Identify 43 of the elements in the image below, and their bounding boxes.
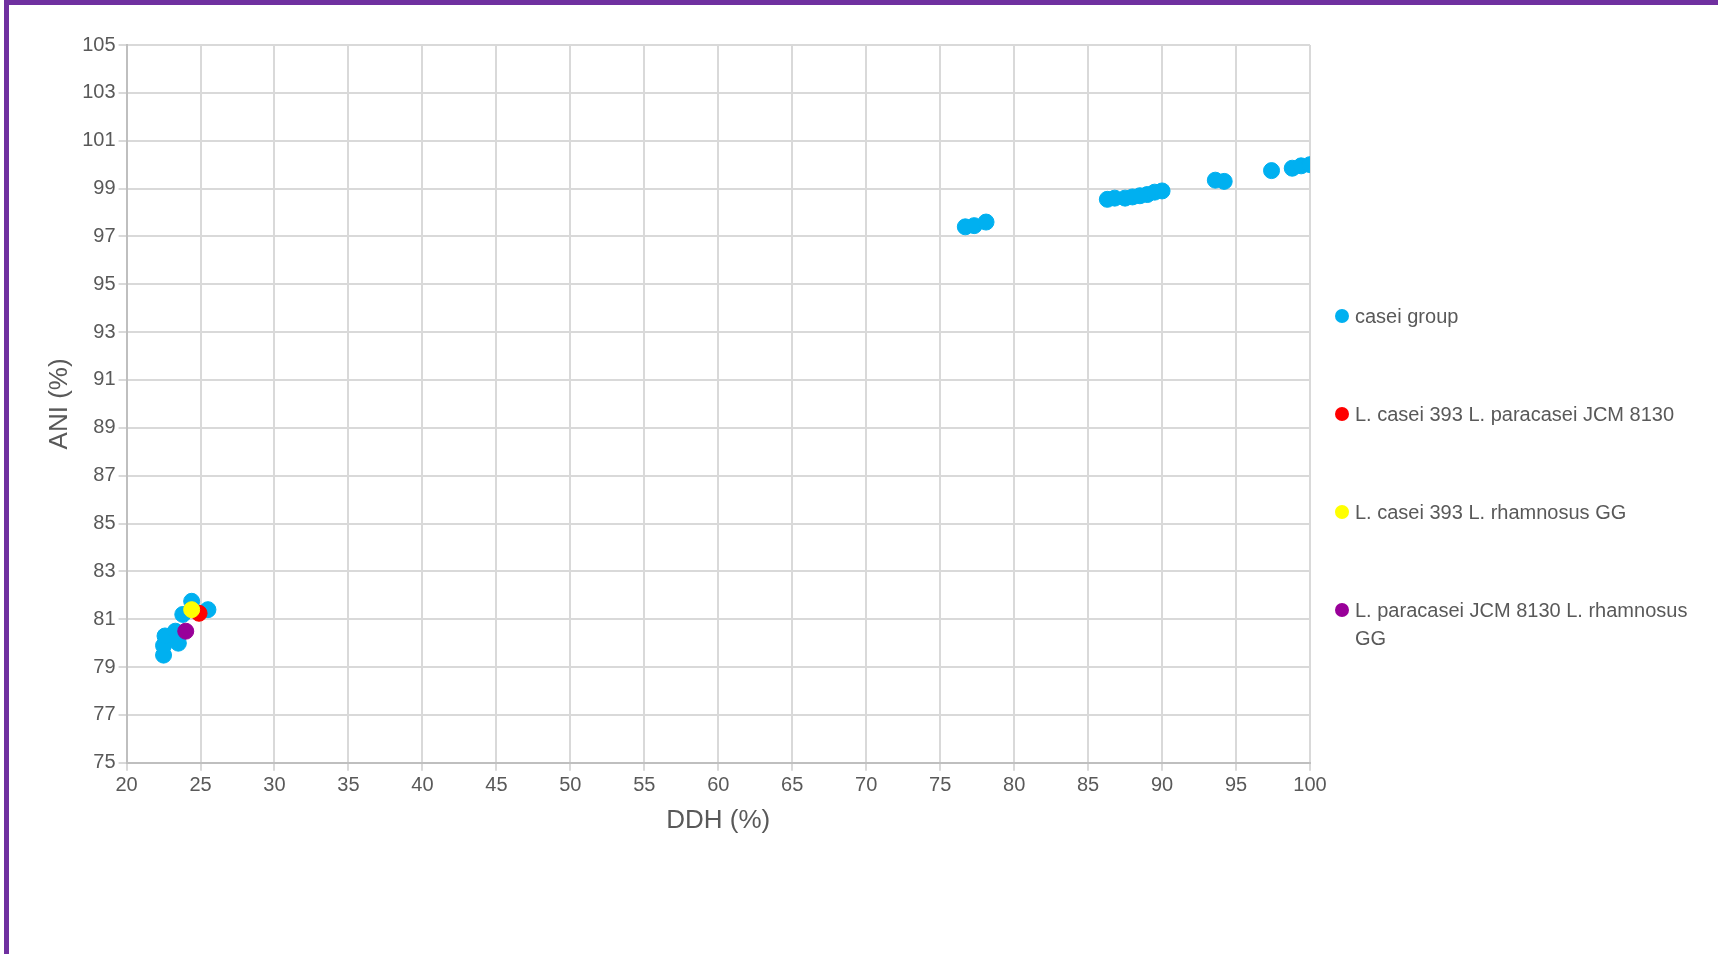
x-tick-label: 50 <box>559 773 582 796</box>
x-tick-label: 95 <box>1224 773 1248 796</box>
y-tick-label: 75 <box>93 750 116 773</box>
x-tick-label: 30 <box>263 773 286 796</box>
x-tick-label: 35 <box>337 773 360 796</box>
y-tick-label: 87 <box>93 463 116 486</box>
y-tick-label: 81 <box>93 606 116 629</box>
y-tick-label: 95 <box>93 271 116 294</box>
point <box>977 213 995 231</box>
legend-label: casei group <box>1355 304 1459 329</box>
x-tick-label: 20 <box>115 773 138 796</box>
y-tick-label: 99 <box>93 176 116 199</box>
x-tick-label: 85 <box>1076 773 1100 796</box>
y-tick-label: 83 <box>93 558 116 581</box>
y-tick-label: 91 <box>93 367 116 390</box>
x-tick-label: 45 <box>485 773 508 796</box>
x-tick-label: 65 <box>781 773 804 796</box>
y-tick-label: 93 <box>93 319 116 342</box>
y-tick-label: 85 <box>93 511 116 534</box>
x-tick-label: 55 <box>633 773 656 796</box>
legend-label: L. paracasei JCM 8130 L. rhamnosus GG <box>1355 598 1689 651</box>
y-tick-label: 103 <box>82 80 116 103</box>
y-tick-label: 89 <box>93 415 116 438</box>
y-tick-label: 77 <box>93 702 116 725</box>
point <box>1263 162 1281 180</box>
x-tick-label: 70 <box>855 773 878 796</box>
point <box>177 622 195 640</box>
x-tick-label: 100 <box>1293 773 1327 796</box>
y-tick-label: 101 <box>82 128 116 151</box>
legend-label: L. casei 393 L. paracasei JCM 8130 <box>1355 402 1675 427</box>
y-tick-label: 97 <box>93 223 116 246</box>
x-tick-label: 80 <box>1003 773 1026 796</box>
y-axis-title: ANI (%) <box>42 358 73 450</box>
x-axis-title: DDH (%) <box>666 803 771 834</box>
x-tick-label: 25 <box>189 773 212 796</box>
x-tick-label: 75 <box>929 773 952 796</box>
y-tick-label: 105 <box>82 32 116 55</box>
x-tick-label: 90 <box>1150 773 1174 796</box>
point <box>183 601 201 619</box>
legend-label: L. casei 393 L. rhamnosus GG <box>1355 500 1627 525</box>
x-tick-label: 40 <box>411 773 434 796</box>
y-tick-label: 79 <box>93 654 116 677</box>
x-tick-label: 60 <box>707 773 730 796</box>
